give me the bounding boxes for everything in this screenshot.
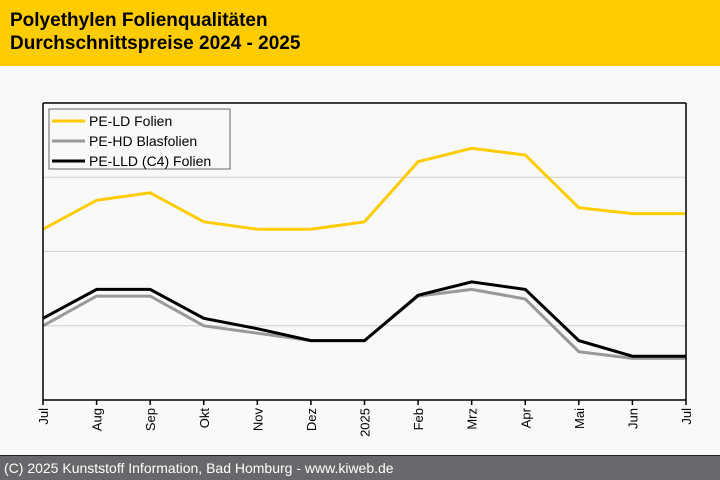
- header-bar: Polyethylen Folienqualitäten Durchschnit…: [0, 0, 720, 66]
- line-chart: Jul Aug Sep Okt Nov Dez 2025 Feb Mrz Apr Mai Jun Jul…: [36, 102, 694, 437]
- x-tick-label: Mrz: [465, 408, 480, 430]
- x-tick-label: Sep: [143, 408, 158, 431]
- x-tick-label: Aug: [90, 408, 105, 431]
- x-tick-label: Okt: [197, 408, 212, 429]
- x-tick-label: Nov: [250, 408, 265, 432]
- x-tick-label: Mai: [572, 408, 587, 429]
- legend-label-pe-lld: PE-LLD (C4) Folien: [89, 153, 211, 169]
- x-tick-label: Jul: [679, 408, 694, 425]
- legend: PE-LD Folien PE-HD Blasfolien PE-LLD (C4…: [48, 108, 231, 170]
- series-line-pe-lld-c4-folien: [42, 280, 686, 358]
- x-tick-label: Apr: [518, 407, 533, 428]
- series-line-pe-ld-folien: [42, 146, 686, 231]
- x-tick-label: 2025: [358, 408, 373, 437]
- legend-label-pe-ld: PE-LD Folien: [89, 113, 172, 129]
- x-tick-label: Dez: [304, 408, 319, 431]
- x-tick-label: Jun: [625, 408, 640, 429]
- x-tick-label: Jul: [36, 408, 51, 425]
- footer-bar: (C) 2025 Kunststoff Information, Bad Hom…: [0, 455, 720, 480]
- copyright-text: (C) 2025 Kunststoff Information, Bad Hom…: [4, 460, 394, 476]
- legend-box: [48, 108, 231, 170]
- legend-label-pe-hd: PE-HD Blasfolien: [89, 133, 197, 149]
- chart-title-line1: Polyethylen Folienqualitäten: [10, 10, 268, 31]
- chart-title-line2: Durchschnittspreise 2024 - 2025: [10, 33, 301, 54]
- x-tick-label: Feb: [411, 408, 426, 430]
